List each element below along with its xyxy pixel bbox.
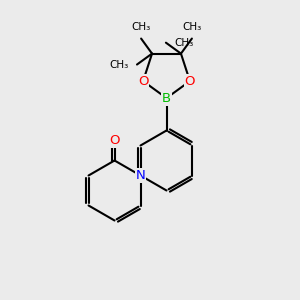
Text: N: N <box>136 169 146 182</box>
Text: CH₃: CH₃ <box>109 59 129 70</box>
Text: O: O <box>138 75 148 88</box>
Text: O: O <box>184 75 195 88</box>
Text: CH₃: CH₃ <box>183 22 202 32</box>
Text: CH₃: CH₃ <box>131 22 150 32</box>
Text: O: O <box>109 134 120 147</box>
Text: B: B <box>162 92 171 105</box>
Text: CH₃: CH₃ <box>174 38 194 48</box>
